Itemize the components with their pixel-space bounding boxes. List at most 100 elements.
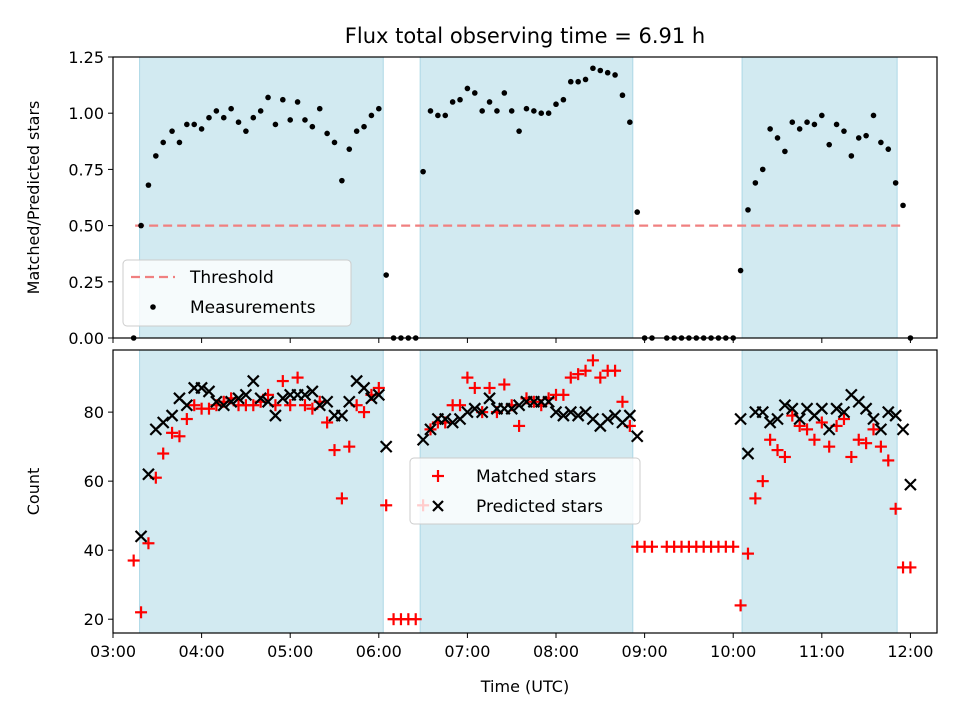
measurement-point — [309, 123, 316, 130]
predicted-star-marker — [874, 423, 888, 436]
measurement-point — [767, 126, 773, 132]
predicted-star-marker — [771, 412, 784, 426]
predicted-star-marker — [505, 402, 518, 415]
predicted-star-marker — [815, 402, 829, 415]
predicted-star-marker — [195, 381, 208, 395]
measurement-point — [198, 126, 205, 132]
x-tick-label: 10:00 — [710, 642, 756, 661]
measurement-point — [420, 168, 426, 175]
matched-star-marker — [889, 502, 902, 515]
matched-star-marker — [358, 406, 371, 419]
measurement-point — [885, 146, 892, 152]
predicted-star-marker — [601, 412, 614, 426]
measurement-point — [138, 222, 144, 229]
chart-title: Flux total observing time = 6.91 h — [345, 24, 705, 48]
legend-matched-label: Matched stars — [476, 467, 596, 487]
measurement-point — [819, 112, 825, 119]
observing-window — [419, 56, 634, 339]
measurement-point — [878, 139, 884, 146]
matched-star-marker — [284, 399, 297, 412]
measurement-point — [494, 108, 500, 114]
observing-window — [741, 56, 898, 339]
legend-predicted-swatch — [432, 500, 444, 512]
measurement-point — [191, 121, 198, 128]
measurement-point — [160, 139, 167, 146]
matched-star-marker — [343, 440, 356, 453]
x-axis-ticks: 03:00 04:00 05:00 06:00 07:00 08:00 09:00 10:00… — [90, 633, 933, 661]
predicted-star-marker — [180, 398, 194, 412]
predicted-star-marker — [424, 423, 437, 436]
measurement-point — [213, 108, 220, 114]
measurement-point — [848, 153, 855, 159]
matched-star-marker — [867, 423, 880, 436]
predicted-star-marker — [269, 409, 282, 422]
predicted-stars-points — [134, 374, 917, 543]
y-axis-label: Count — [24, 468, 43, 516]
measurement-point — [235, 119, 242, 125]
matched-star-marker — [166, 426, 179, 439]
predicted-star-marker — [830, 402, 843, 415]
matched-star-marker — [764, 433, 777, 446]
measurement-point — [841, 128, 847, 134]
legend: Matched stars Predicted stars — [409, 457, 641, 525]
measurement-point — [575, 78, 581, 85]
predicted-star-marker — [239, 388, 253, 402]
y-axis-ticks: 0.00 0.25 0.50 0.75 1.00 1.25 — [68, 48, 113, 348]
predicted-star-marker — [372, 388, 386, 402]
matched-star-marker — [793, 419, 806, 432]
measurement-point — [250, 114, 257, 121]
measurement-point — [804, 119, 810, 125]
measurement-point — [302, 117, 308, 123]
matched-star-marker — [321, 416, 334, 429]
matched-star-marker — [372, 381, 385, 394]
measurement-point — [206, 114, 212, 121]
matched-star-marker — [173, 430, 186, 443]
measurement-point — [789, 119, 796, 125]
measurement-point — [627, 119, 633, 125]
measurement-point — [560, 96, 567, 103]
measurement-point — [220, 114, 227, 121]
measurement-point — [280, 96, 286, 103]
matched-star-marker — [837, 413, 850, 426]
matched-star-marker — [808, 433, 821, 446]
predicted-star-marker — [571, 409, 585, 422]
predicted-star-marker — [734, 412, 747, 426]
matched-star-marker — [142, 537, 155, 550]
matched-star-marker — [461, 371, 474, 384]
predicted-star-marker — [741, 447, 755, 460]
measurement-point — [457, 96, 463, 103]
x-tick-label: 09:00 — [622, 642, 668, 661]
measurement-point — [346, 146, 353, 152]
predicted-star-marker — [446, 416, 459, 429]
matched-star-marker — [579, 364, 592, 377]
measurement-point — [567, 78, 574, 85]
observing-window — [139, 349, 384, 634]
matched-star-marker — [180, 413, 193, 426]
matched-star-marker — [727, 540, 740, 553]
measurement-point — [870, 112, 877, 119]
predicted-star-marker — [763, 416, 777, 429]
predicted-star-marker — [468, 402, 482, 415]
y-tick-label: 60 — [84, 472, 104, 491]
predicted-star-marker — [320, 395, 334, 409]
predicted-star-marker — [416, 433, 430, 447]
matched-star-marker — [298, 399, 311, 412]
matched-star-marker — [609, 364, 622, 377]
matched-star-marker — [904, 561, 917, 574]
measurement-point — [582, 76, 589, 83]
measurement-point — [316, 105, 323, 112]
measurement-point — [176, 139, 183, 146]
measurement-point — [184, 121, 190, 128]
matched-star-marker — [247, 399, 260, 412]
measurement-point — [361, 123, 367, 130]
predicted-star-marker — [859, 402, 873, 415]
measurement-point — [900, 202, 906, 209]
measurement-point — [153, 153, 159, 159]
legend-matched-swatch — [432, 470, 444, 482]
predicted-star-marker — [475, 405, 489, 419]
matched-star-marker — [860, 437, 873, 450]
predicted-star-marker — [134, 530, 148, 543]
legend-measurements-swatch — [150, 304, 156, 310]
measurement-point — [774, 135, 781, 141]
matched-star-marker — [498, 378, 511, 391]
